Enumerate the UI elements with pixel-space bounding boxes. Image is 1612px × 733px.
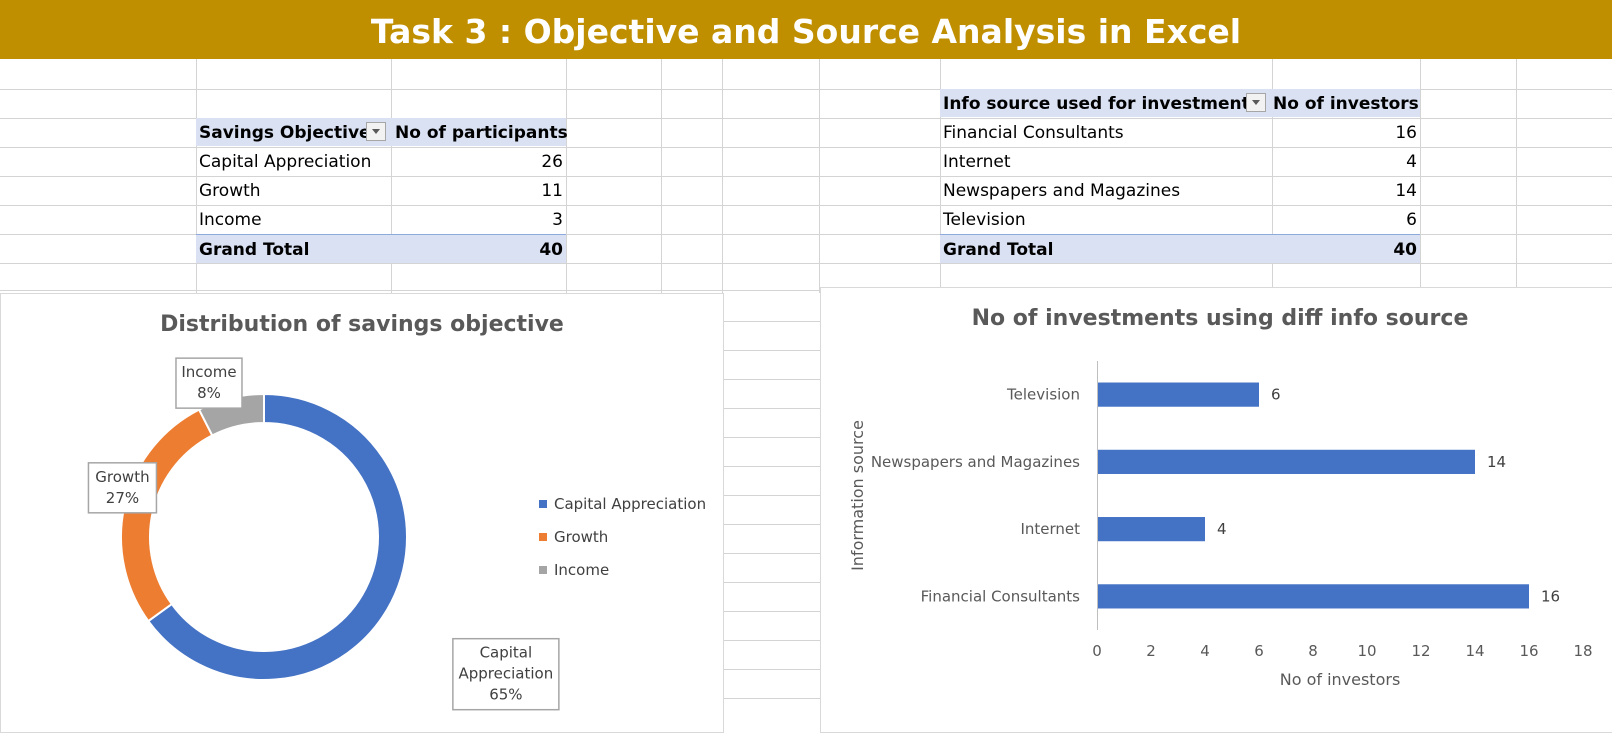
legend-swatch	[539, 566, 547, 574]
doughnut-plot: Capital Appreciation 65% Growth 27% Income 8%	[87, 357, 560, 711]
grand-total-row: Grand Total 40	[196, 234, 566, 263]
savings-objective-doughnut-chart[interactable]: Distribution of savings objective Capita…	[0, 293, 724, 733]
category-tick-label: Financial Consultants	[921, 587, 1081, 605]
header-no-of-investors: No of investors	[1273, 94, 1419, 114]
donut-slice-capital-appreciation[interactable]	[146, 392, 408, 681]
legend-label: Income	[554, 561, 610, 579]
legend-label: Capital Appreciation	[554, 495, 707, 513]
savings-objective-pivot-table: Savings Objective No of participants Cap…	[196, 118, 568, 264]
chart-title: No of investments using diff info source	[971, 306, 1469, 331]
filter-dropdown-button[interactable]	[1246, 93, 1266, 112]
category-tick-label: Newspapers and Magazines	[871, 453, 1080, 471]
header-info-source: Info source used for investment	[943, 94, 1250, 114]
row-value: 3	[552, 210, 563, 230]
legend-item: Capital Appreciation	[539, 494, 706, 527]
y-axis-title: Information source	[848, 420, 867, 571]
row-label: Financial Consultants	[943, 123, 1124, 143]
filter-dropdown-button[interactable]	[366, 122, 386, 141]
row-value: 14	[1395, 181, 1417, 201]
table-row: Newspapers and Magazines 14	[940, 176, 1420, 204]
label-text: 8%	[197, 384, 221, 402]
bar-newspapers-and-magazines[interactable]	[1098, 449, 1475, 474]
label-box	[87, 462, 158, 514]
x-tick-label: 16	[1519, 642, 1538, 660]
row-value: 11	[541, 181, 563, 201]
legend-item: Growth	[539, 527, 706, 560]
legend-item: Income	[539, 560, 706, 593]
label-text: Appreciation	[459, 665, 554, 683]
pivot-header-row: Info source used for investment No of in…	[940, 89, 1420, 117]
grand-total-value: 40	[1393, 240, 1417, 260]
chart-legend: Capital Appreciation Growth Income	[539, 494, 706, 593]
label-text: Capital	[480, 644, 533, 662]
label-box	[175, 357, 243, 409]
x-tick-label: 4	[1200, 642, 1210, 660]
info-source-pivot-table: Info source used for investment No of in…	[940, 89, 1420, 264]
donut-data-label: Capital Appreciation 65%	[452, 637, 560, 711]
label-box	[452, 637, 560, 711]
category-tick-label: Internet	[1020, 520, 1080, 538]
x-tick-label: 10	[1357, 642, 1376, 660]
chart-title: Distribution of savings objective	[160, 312, 564, 337]
task-banner: Task 3 : Objective and Source Analysis i…	[0, 0, 1612, 59]
header-savings-objective: Savings Objective	[199, 123, 371, 143]
legend-swatch	[539, 533, 547, 541]
table-row: Internet 4	[940, 147, 1420, 175]
table-row: Income 3	[196, 205, 566, 233]
bar-data-label: 16	[1541, 587, 1560, 605]
category-tick-label: Television	[1006, 386, 1080, 404]
table-row: Capital Appreciation 26	[196, 147, 566, 175]
row-label: Television	[943, 210, 1026, 230]
legend-label: Growth	[554, 528, 609, 546]
x-tick-label: 0	[1092, 642, 1102, 660]
grand-total-label: Grand Total	[943, 240, 1054, 260]
bar-data-label: 4	[1217, 520, 1227, 538]
grand-total-value: 40	[539, 240, 563, 260]
row-value: 6	[1406, 210, 1417, 230]
header-no-of-participants: No of participants	[395, 123, 568, 143]
x-axis-title: No of investors	[1280, 670, 1401, 689]
row-label: Capital Appreciation	[199, 152, 372, 172]
x-tick-label: 12	[1411, 642, 1430, 660]
bar-plot: Financial Consultants 16 Internet 4 Newspape…	[848, 361, 1593, 689]
row-value: 16	[1395, 123, 1417, 143]
x-tick-label: 14	[1465, 642, 1484, 660]
grand-total-row: Grand Total 40	[940, 234, 1420, 263]
row-value: 26	[541, 152, 563, 172]
x-tick-label: 8	[1308, 642, 1318, 660]
table-row: Financial Consultants 16	[940, 118, 1420, 146]
x-tick-label: 2	[1146, 642, 1156, 660]
row-label: Newspapers and Magazines	[943, 181, 1181, 201]
bar-television[interactable]	[1098, 382, 1259, 407]
donut-slice-growth[interactable]	[120, 408, 214, 623]
donut-data-label: Income 8%	[175, 357, 243, 409]
label-text: Growth	[95, 468, 149, 486]
bar-financial-consultants[interactable]	[1098, 584, 1529, 609]
row-label: Internet	[943, 152, 1011, 172]
table-row: Television 6	[940, 205, 1420, 233]
donut-data-label: Growth 27%	[87, 462, 158, 514]
bar-data-label: 14	[1487, 453, 1506, 471]
pivot-header-row: Savings Objective No of participants	[196, 118, 568, 146]
legend-swatch	[539, 500, 547, 508]
row-value: 4	[1406, 152, 1417, 172]
label-text: 65%	[489, 686, 522, 704]
row-label: Growth	[199, 181, 261, 201]
info-source-bar-chart[interactable]: No of investments using diff info source…	[820, 287, 1612, 733]
grand-total-label: Grand Total	[199, 240, 310, 260]
bar-data-label: 6	[1271, 386, 1281, 404]
label-text: 27%	[106, 489, 139, 507]
bar-internet[interactable]	[1098, 517, 1205, 542]
x-tick-label: 18	[1573, 642, 1592, 660]
table-row: Growth 11	[196, 176, 566, 204]
row-label: Income	[199, 210, 262, 230]
label-text: Income	[181, 363, 236, 381]
x-tick-label: 6	[1254, 642, 1264, 660]
